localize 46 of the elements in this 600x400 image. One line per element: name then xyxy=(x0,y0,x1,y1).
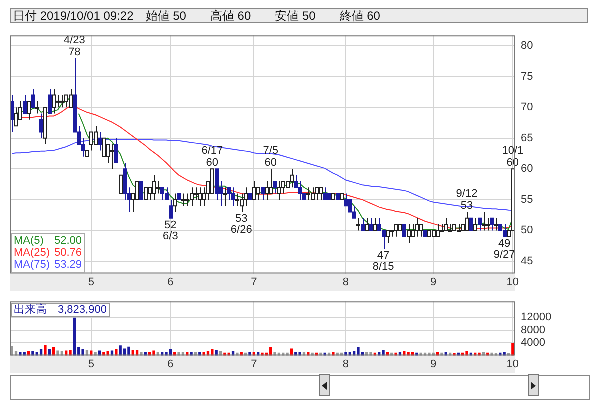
annotation: 53 6/26 xyxy=(230,213,252,236)
x-tick-label: 6 xyxy=(168,358,174,370)
bar xyxy=(69,350,72,356)
x-tick-label: 9 xyxy=(430,358,437,370)
x-tick-label: 5 xyxy=(88,358,94,370)
y-tick-label: 80 xyxy=(521,40,534,52)
bar xyxy=(382,350,385,356)
text: MA(75) 53.29 xyxy=(14,258,82,271)
text: MA(25) 50.76 xyxy=(14,246,82,259)
y-tick-label: 75 xyxy=(521,70,534,83)
annotation: 47 8/15 xyxy=(372,250,394,274)
y-tick-label: 55 xyxy=(521,194,534,206)
bar xyxy=(56,350,60,356)
bar xyxy=(106,351,110,356)
text: MA(5) 52.00 xyxy=(14,234,82,247)
y-tick-label: 12000 xyxy=(521,312,552,324)
x-tick-label: 8 xyxy=(342,276,350,288)
annotation: 49 9/27 xyxy=(494,238,516,261)
y-tick-label: 8000 xyxy=(521,324,546,336)
x-tick-label: 8 xyxy=(342,358,350,370)
annotation: 6/17 60 xyxy=(202,145,224,170)
y-tick-label: 65 xyxy=(521,132,534,144)
x-tick-label: 10 xyxy=(506,358,520,370)
x-tick-label: 9 xyxy=(430,276,437,288)
x-tick-label: 10 xyxy=(506,276,520,288)
x-tick-label: 5 xyxy=(88,276,94,288)
bar xyxy=(44,345,47,356)
y-tick-label: 50 xyxy=(521,224,534,237)
x-tick-label: 6 xyxy=(168,276,174,288)
x-tick-label: 7 xyxy=(251,358,258,370)
annotation: 出来高 3,823,900 xyxy=(11,302,110,317)
y-tick-label: 45 xyxy=(521,256,534,268)
chart-title: 日付 2019/10/01 09:22 始値 50 高値 60 安値 50 終値 60 xyxy=(10,8,588,23)
bar xyxy=(82,349,84,356)
bar xyxy=(128,346,130,356)
annotation: 52 6/3 xyxy=(163,219,178,242)
bar xyxy=(357,348,360,356)
bar xyxy=(152,350,156,356)
bar xyxy=(115,349,118,356)
bar xyxy=(32,351,34,356)
y-tick-label: 4000 xyxy=(521,337,546,350)
y-tick-label: 70 xyxy=(521,102,534,114)
bar xyxy=(466,351,468,356)
x-tick-label: 7 xyxy=(251,276,258,288)
bar xyxy=(73,318,76,356)
y-tick-label: 60 xyxy=(521,163,534,176)
